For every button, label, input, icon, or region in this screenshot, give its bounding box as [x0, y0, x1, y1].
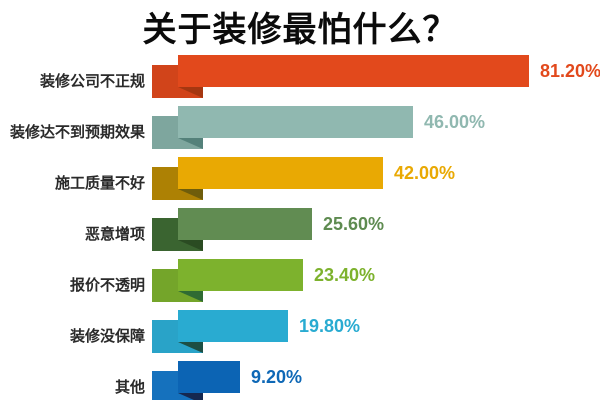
category-label: 施工质量不好 — [54, 175, 145, 192]
value-label: 81.20% — [540, 61, 600, 81]
bar-segment — [178, 208, 312, 240]
bar-segment — [178, 106, 413, 138]
ribbon-fold-triangle — [178, 393, 203, 400]
ribbon-fold-triangle — [178, 342, 203, 353]
value-label: 46.00% — [424, 112, 486, 132]
category-label: 装修公司不正规 — [39, 73, 145, 90]
ribbon-fold-triangle — [178, 291, 203, 302]
chart-title: 关于装修最怕什么？ — [142, 11, 458, 49]
category-label: 装修达不到预期效果 — [9, 124, 145, 141]
value-label: 25.60% — [323, 214, 385, 234]
bar-segment — [178, 157, 383, 189]
bar-segment — [178, 55, 529, 87]
ribbon-fold-triangle — [178, 87, 203, 98]
ribbon-fold-triangle — [178, 189, 203, 200]
ribbon-fold-triangle — [178, 138, 203, 149]
value-label: 23.40% — [314, 265, 376, 285]
value-label: 9.20% — [251, 367, 303, 387]
value-label: 42.00% — [394, 163, 456, 183]
bar-segment — [178, 259, 303, 291]
value-label: 19.80% — [299, 316, 361, 336]
category-label: 装修没保障 — [69, 328, 145, 345]
category-label: 报价不透明 — [69, 277, 145, 294]
bar-segment — [178, 310, 288, 342]
category-label: 恶意增项 — [84, 226, 145, 243]
ribbon-fold-triangle — [178, 240, 203, 251]
category-label: 其他 — [114, 379, 145, 396]
bar-segment — [178, 361, 240, 393]
